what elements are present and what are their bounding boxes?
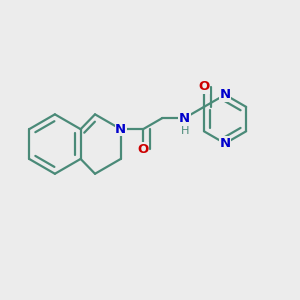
Text: N: N bbox=[220, 88, 231, 101]
Text: H: H bbox=[180, 126, 189, 136]
Text: N: N bbox=[220, 137, 231, 150]
Text: N: N bbox=[115, 123, 126, 136]
Text: O: O bbox=[198, 80, 210, 93]
Text: O: O bbox=[137, 143, 149, 156]
Text: N: N bbox=[179, 112, 190, 124]
